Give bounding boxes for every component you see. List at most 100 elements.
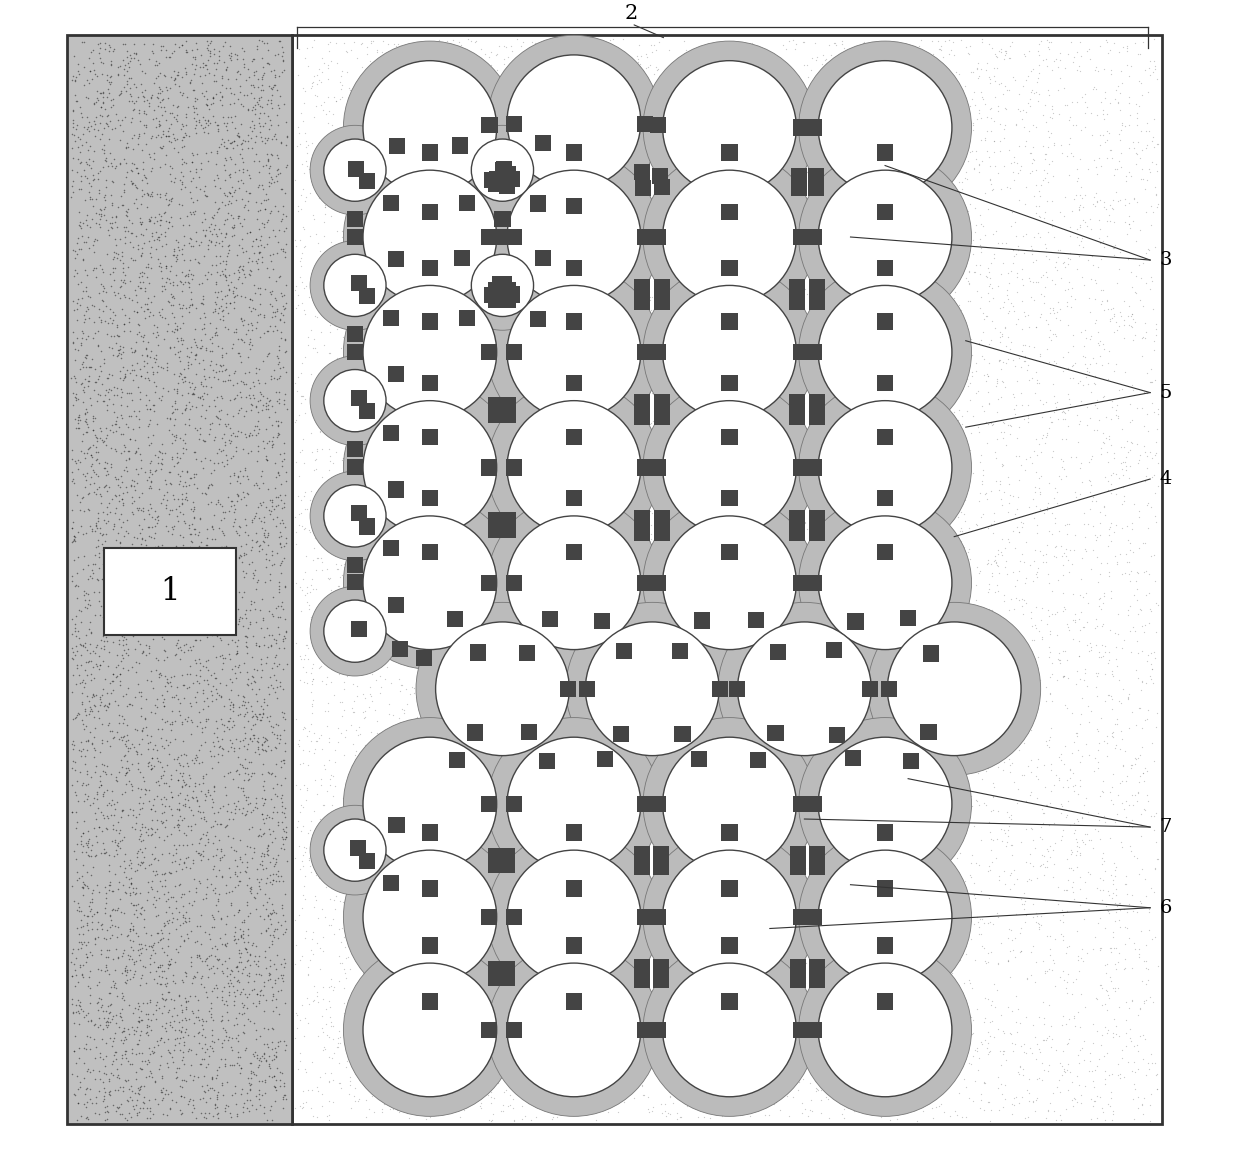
- Point: [831, 957, 851, 976]
- Point: [138, 501, 157, 519]
- Point: [487, 214, 507, 233]
- Point: [165, 1036, 185, 1055]
- Bar: [920, 723, 936, 739]
- Point: [707, 658, 727, 677]
- Point: [525, 366, 544, 385]
- Point: [103, 96, 123, 115]
- Point: [725, 459, 745, 478]
- Point: [501, 709, 521, 728]
- Point: [1032, 629, 1052, 648]
- Point: [609, 880, 629, 898]
- Point: [661, 1105, 681, 1123]
- Point: [228, 467, 248, 486]
- Point: [551, 227, 570, 246]
- Point: [212, 232, 232, 250]
- Point: [290, 649, 310, 668]
- Point: [113, 1034, 133, 1052]
- Point: [742, 173, 761, 191]
- Point: [294, 673, 314, 692]
- Point: [866, 267, 885, 285]
- Point: [851, 563, 870, 582]
- Point: [265, 646, 285, 664]
- Point: [1017, 103, 1037, 122]
- Point: [180, 1066, 200, 1085]
- Bar: [637, 459, 653, 475]
- Point: [818, 277, 838, 296]
- Point: [381, 573, 401, 591]
- Point: [367, 724, 387, 743]
- Point: [157, 321, 177, 340]
- Point: [1061, 1091, 1081, 1109]
- Point: [129, 935, 149, 954]
- Point: [346, 107, 366, 125]
- Point: [459, 30, 479, 49]
- Point: [603, 275, 622, 293]
- Point: [966, 792, 986, 810]
- Point: [314, 990, 334, 1008]
- Point: [857, 424, 877, 443]
- Point: [853, 756, 873, 774]
- Point: [82, 520, 102, 539]
- Point: [513, 567, 533, 585]
- Point: [660, 1023, 680, 1042]
- Point: [601, 1055, 621, 1073]
- Point: [138, 549, 157, 568]
- Point: [830, 978, 849, 997]
- Point: [78, 933, 98, 952]
- Point: [962, 464, 982, 482]
- Point: [174, 907, 193, 926]
- Point: [383, 466, 403, 484]
- Point: [177, 665, 197, 684]
- Point: [836, 500, 856, 518]
- Point: [115, 274, 135, 292]
- Point: [584, 541, 604, 560]
- Point: [636, 498, 656, 517]
- Point: [160, 274, 180, 292]
- Point: [94, 544, 114, 562]
- Point: [1038, 841, 1058, 860]
- Point: [179, 475, 198, 494]
- Point: [180, 127, 200, 146]
- Point: [579, 690, 599, 708]
- Point: [186, 190, 206, 209]
- Point: [93, 282, 113, 300]
- Point: [1118, 139, 1138, 158]
- Point: [135, 598, 155, 617]
- Point: [786, 318, 806, 336]
- Point: [467, 851, 487, 869]
- Point: [461, 283, 481, 301]
- Point: [712, 275, 732, 293]
- Point: [487, 409, 507, 428]
- Point: [1042, 100, 1061, 118]
- Point: [830, 327, 849, 345]
- Point: [1064, 1096, 1084, 1115]
- Point: [715, 1076, 735, 1094]
- Point: [1012, 396, 1032, 415]
- Point: [389, 844, 409, 862]
- Point: [237, 374, 257, 393]
- Point: [83, 411, 103, 430]
- Point: [329, 530, 348, 548]
- Point: [595, 340, 615, 358]
- Point: [1004, 356, 1024, 374]
- Point: [252, 31, 272, 50]
- Point: [869, 400, 889, 418]
- Point: [558, 307, 578, 326]
- Point: [505, 188, 525, 206]
- Point: [525, 749, 544, 767]
- Point: [764, 513, 784, 532]
- Point: [635, 850, 655, 868]
- Point: [1035, 1030, 1055, 1049]
- Point: [130, 246, 150, 264]
- Point: [150, 262, 170, 280]
- Point: [844, 640, 864, 658]
- Point: [554, 309, 574, 328]
- Point: [616, 169, 636, 188]
- Point: [657, 518, 677, 537]
- Point: [756, 425, 776, 444]
- Point: [216, 615, 236, 634]
- Point: [714, 263, 734, 282]
- Point: [120, 921, 140, 940]
- Point: [153, 90, 172, 109]
- Point: [1097, 1043, 1117, 1062]
